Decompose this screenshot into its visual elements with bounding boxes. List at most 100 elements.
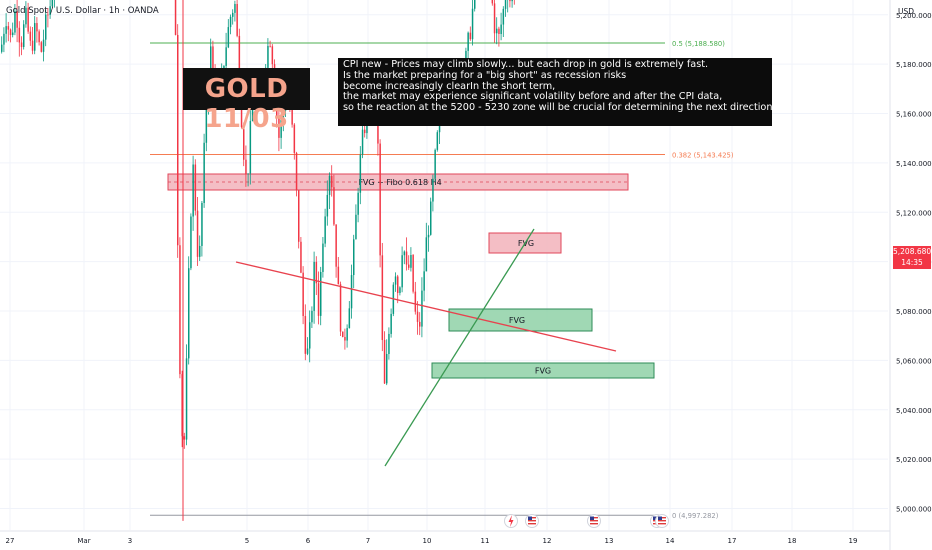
candle-body: [328, 175, 331, 195]
fib-label: 0.5 (5,188.580): [672, 40, 725, 48]
candle-body: [238, 35, 241, 87]
candle-body: [436, 132, 439, 150]
chart-title-text: GOLD 11/03: [204, 74, 289, 134]
candle-body: [45, 14, 47, 40]
candle-body: [38, 31, 40, 43]
candle-body: [183, 436, 186, 440]
candle-body: [51, 0, 54, 7]
time-tick-label: Mar: [77, 537, 90, 545]
candle-body: [196, 210, 199, 257]
candle-body: [414, 291, 417, 312]
candle-body: [309, 322, 311, 349]
candle-body: [245, 159, 247, 174]
candle-body: [278, 115, 280, 138]
candle-body: [394, 276, 397, 285]
time-tick-label: 13: [605, 537, 614, 545]
fib-label: 0 (4,997.282): [672, 512, 719, 520]
candle-body: [348, 308, 351, 329]
fvg-zone-label: FVG: [509, 316, 525, 325]
candle-body: [388, 333, 390, 355]
time-tick-label: 3: [128, 537, 132, 545]
candle-body: [412, 255, 414, 292]
fvg-zone-label: FVG: [518, 239, 534, 248]
candle-body: [511, 0, 513, 2]
candle-body: [210, 46, 212, 81]
candle-body: [29, 31, 32, 41]
candle-body: [42, 39, 45, 52]
price-tick-label: 5,140.000: [896, 160, 932, 168]
candle-body: [27, 7, 29, 32]
candle-body: [335, 224, 337, 267]
note-line: Is the market preparing for a "big short…: [343, 69, 627, 81]
candle-body: [179, 245, 181, 375]
candle-body: [229, 16, 232, 28]
candle-body: [234, 4, 236, 13]
time-tick-label: 12: [543, 537, 552, 545]
candle-body: [311, 310, 313, 323]
candle-body: [324, 216, 326, 244]
candle-body: [185, 358, 188, 440]
candle-body: [410, 255, 412, 268]
candle-body: [427, 234, 430, 238]
chart-title-banner: GOLD 11/03: [183, 68, 310, 134]
candle-body: [397, 276, 399, 293]
candle-body: [291, 108, 293, 125]
candle-body: [331, 175, 333, 188]
candle-body: [243, 127, 245, 160]
candle-body: [227, 27, 230, 48]
candle-body: [425, 237, 428, 272]
candle-body: [364, 129, 366, 134]
candle-body: [432, 178, 434, 202]
candle-body: [300, 241, 302, 273]
candle-body: [9, 29, 12, 35]
candle-body: [357, 192, 359, 215]
current-price-tag: 5,208.680 14:35: [893, 246, 931, 269]
fibonacci-levels: 1 (5,379.917)0.786 (5,298.025)0.618 (5,2…: [150, 40, 734, 520]
support-trendline: [384, 228, 535, 467]
candle-body: [509, 0, 511, 2]
candle-body: [34, 23, 36, 51]
candle-body: [403, 251, 406, 256]
candle-body: [3, 33, 5, 45]
time-tick-label: 17: [728, 537, 737, 545]
candle-body: [205, 102, 208, 143]
time-axis: 27 Mar 3 5 6 7 10 11 12 13 14 17 18 19: [0, 530, 890, 545]
candle-body: [25, 7, 27, 25]
candle-body: [337, 266, 340, 285]
candle-body: [496, 28, 498, 34]
candle-body: [40, 42, 43, 52]
price-tick-label: 5,120.000: [896, 209, 932, 217]
candle-body: [491, 0, 494, 4]
fvg-zone: [448, 308, 593, 332]
candle-body: [14, 11, 16, 33]
candle-body: [31, 40, 34, 51]
time-tick-label: 7: [366, 537, 370, 545]
us-flag-event-icon: [655, 514, 669, 528]
candle-body: [36, 23, 38, 32]
candle-body: [346, 328, 348, 341]
candle-body: [181, 374, 183, 437]
fvg-zone-label: FVG: [535, 367, 551, 376]
candle-body: [353, 239, 355, 276]
time-tick-label: 27: [6, 537, 15, 545]
currency-label[interactable]: USD: [898, 7, 915, 16]
candle-body: [247, 173, 249, 175]
candle-body: [295, 152, 298, 191]
candle-body: [344, 336, 346, 341]
candle-body: [302, 272, 304, 317]
candle-body: [203, 142, 205, 203]
candle-body: [18, 27, 21, 43]
symbol-title[interactable]: Gold Spot / U.S. Dollar · 1h · OANDA: [6, 6, 159, 16]
candle-body: [381, 255, 384, 341]
candle-body: [16, 11, 18, 28]
candle-body: [320, 271, 322, 316]
candle-body: [493, 3, 496, 34]
candle-body: [306, 348, 309, 354]
time-tick-label: 10: [423, 537, 432, 545]
price-tick-label: 5,200.000: [896, 12, 932, 20]
candle-body: [401, 255, 403, 288]
event-markers: [504, 514, 669, 528]
candle-body: [502, 8, 505, 25]
candle-body: [192, 164, 194, 217]
time-tick-label: 11: [481, 537, 490, 545]
